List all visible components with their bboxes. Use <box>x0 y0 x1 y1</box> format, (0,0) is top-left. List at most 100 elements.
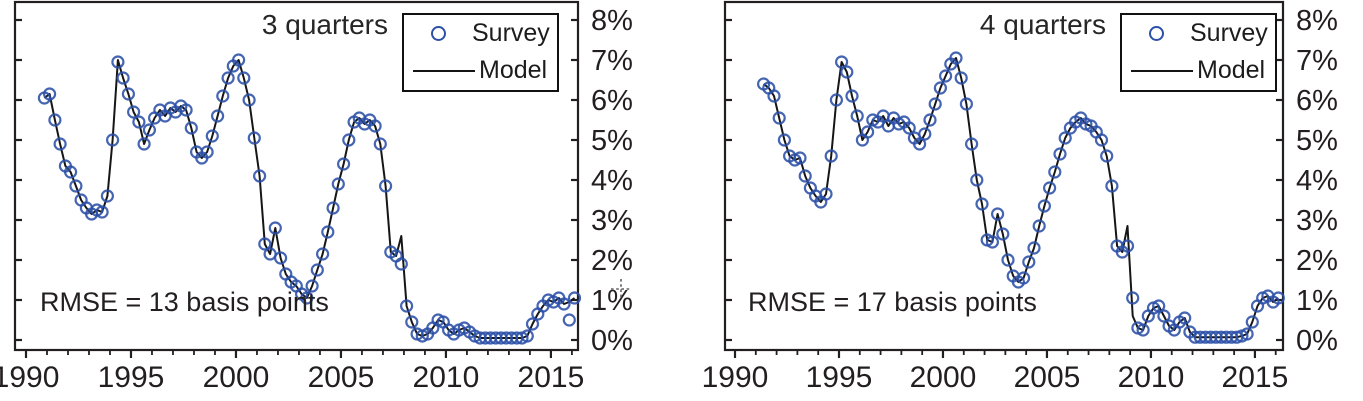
axes-box <box>723 0 1285 352</box>
survey-point <box>1105 179 1119 193</box>
y-tick-label: 6% <box>1296 85 1338 117</box>
survey-point <box>562 313 576 327</box>
survey-point <box>42 87 57 101</box>
survey-point <box>53 137 67 151</box>
survey-point <box>300 291 314 305</box>
survey-point <box>918 127 932 141</box>
survey-point <box>834 55 849 69</box>
survey-point <box>902 121 916 135</box>
survey-point <box>793 151 807 165</box>
survey-point <box>975 197 989 211</box>
survey-point <box>258 237 272 251</box>
survey-point <box>990 207 1005 221</box>
survey-points <box>756 51 1285 344</box>
survey-point <box>1152 299 1166 313</box>
survey-point <box>928 97 942 111</box>
survey-point <box>970 173 984 187</box>
survey-point <box>938 69 953 83</box>
survey-point <box>184 121 198 135</box>
survey-point <box>242 93 256 107</box>
survey-point <box>69 179 83 193</box>
survey-point <box>954 71 968 85</box>
survey-point <box>1001 253 1015 267</box>
axis-ticks <box>15 18 578 358</box>
survey-point <box>772 111 786 125</box>
y-tick-label: 3% <box>1296 205 1338 237</box>
survey-point <box>316 247 330 261</box>
survey-point <box>1032 219 1046 233</box>
rmse-annotation-left: RMSE = 13 basis points <box>40 287 329 317</box>
survey-point <box>829 93 844 107</box>
legend-model-label: Model <box>479 56 548 84</box>
survey-point <box>274 251 288 265</box>
legend-box-right: Survey Model <box>1120 13 1277 92</box>
model-line-icon <box>413 69 475 72</box>
survey-point <box>105 133 120 147</box>
y-tick-label: 1% <box>1296 285 1338 317</box>
survey-point <box>959 97 974 111</box>
x-tick-label: 2010 <box>413 361 480 394</box>
x-tick-label: 2000 <box>203 361 270 394</box>
y-tick-label: 5% <box>1296 125 1338 157</box>
survey-point <box>824 149 838 163</box>
y-tick-label: 4% <box>591 165 633 197</box>
survey-point <box>1016 271 1031 285</box>
survey-point <box>1094 133 1109 147</box>
survey-point <box>1245 315 1259 329</box>
legend-row-survey: Survey <box>1122 15 1275 52</box>
survey-point <box>912 137 927 151</box>
x-tick-label: 1990 <box>702 361 769 394</box>
survey-point <box>923 113 937 127</box>
survey-point <box>205 129 219 143</box>
survey-point <box>1136 323 1150 337</box>
rmse-annotation-right: RMSE = 17 basis points <box>748 287 1037 317</box>
survey-point <box>1178 311 1192 325</box>
legend-model-label: Model <box>1197 56 1266 84</box>
survey-point <box>95 205 109 219</box>
survey-point <box>216 89 230 103</box>
survey-point <box>400 299 414 313</box>
survey-point <box>964 137 979 151</box>
x-tick-label: 1990 <box>0 361 59 394</box>
survey-point <box>1271 291 1285 305</box>
model-line-icon <box>1131 69 1193 72</box>
survey-point <box>127 105 141 119</box>
x-tick-label: 2000 <box>910 361 977 394</box>
survey-point <box>142 123 156 137</box>
y-tick-label: 3% <box>591 205 633 237</box>
y-tick-label: 2% <box>1296 245 1338 277</box>
survey-point <box>845 89 859 103</box>
survey-point <box>557 297 571 311</box>
survey-point <box>1157 309 1171 323</box>
chart-title-3-quarters: 3 quarters <box>261 9 388 40</box>
x-tick-label: 2005 <box>1014 361 1081 394</box>
model-line <box>762 57 1279 339</box>
survey-point <box>1042 181 1057 195</box>
survey-point <box>1120 239 1135 253</box>
legend-row-model: Model <box>1122 52 1275 89</box>
survey-point <box>949 51 963 65</box>
survey-points <box>37 53 582 345</box>
x-tick-label: 2010 <box>1118 361 1185 394</box>
survey-point <box>860 125 875 139</box>
survey-point <box>221 71 235 85</box>
survey-point <box>405 315 419 329</box>
y-tick-label: 6% <box>591 85 633 117</box>
survey-point <box>310 263 324 277</box>
survey-point <box>1027 241 1041 255</box>
axes-box <box>13 0 580 352</box>
legend-survey-label: Survey <box>1190 19 1268 47</box>
survey-point <box>1058 131 1072 145</box>
survey-point <box>525 317 540 331</box>
survey-point <box>819 187 833 201</box>
y-tick-label: 7% <box>1296 45 1338 77</box>
survey-point <box>1100 149 1114 163</box>
y-tick-label: 4% <box>1296 165 1338 197</box>
y-tick-label: 0% <box>1296 325 1338 357</box>
chart-title-4-quarters: 4 quarters <box>979 9 1106 40</box>
survey-point <box>268 221 282 235</box>
y-tick-label: 7% <box>591 45 633 77</box>
x-tick-label: 2015 <box>1222 361 1289 394</box>
